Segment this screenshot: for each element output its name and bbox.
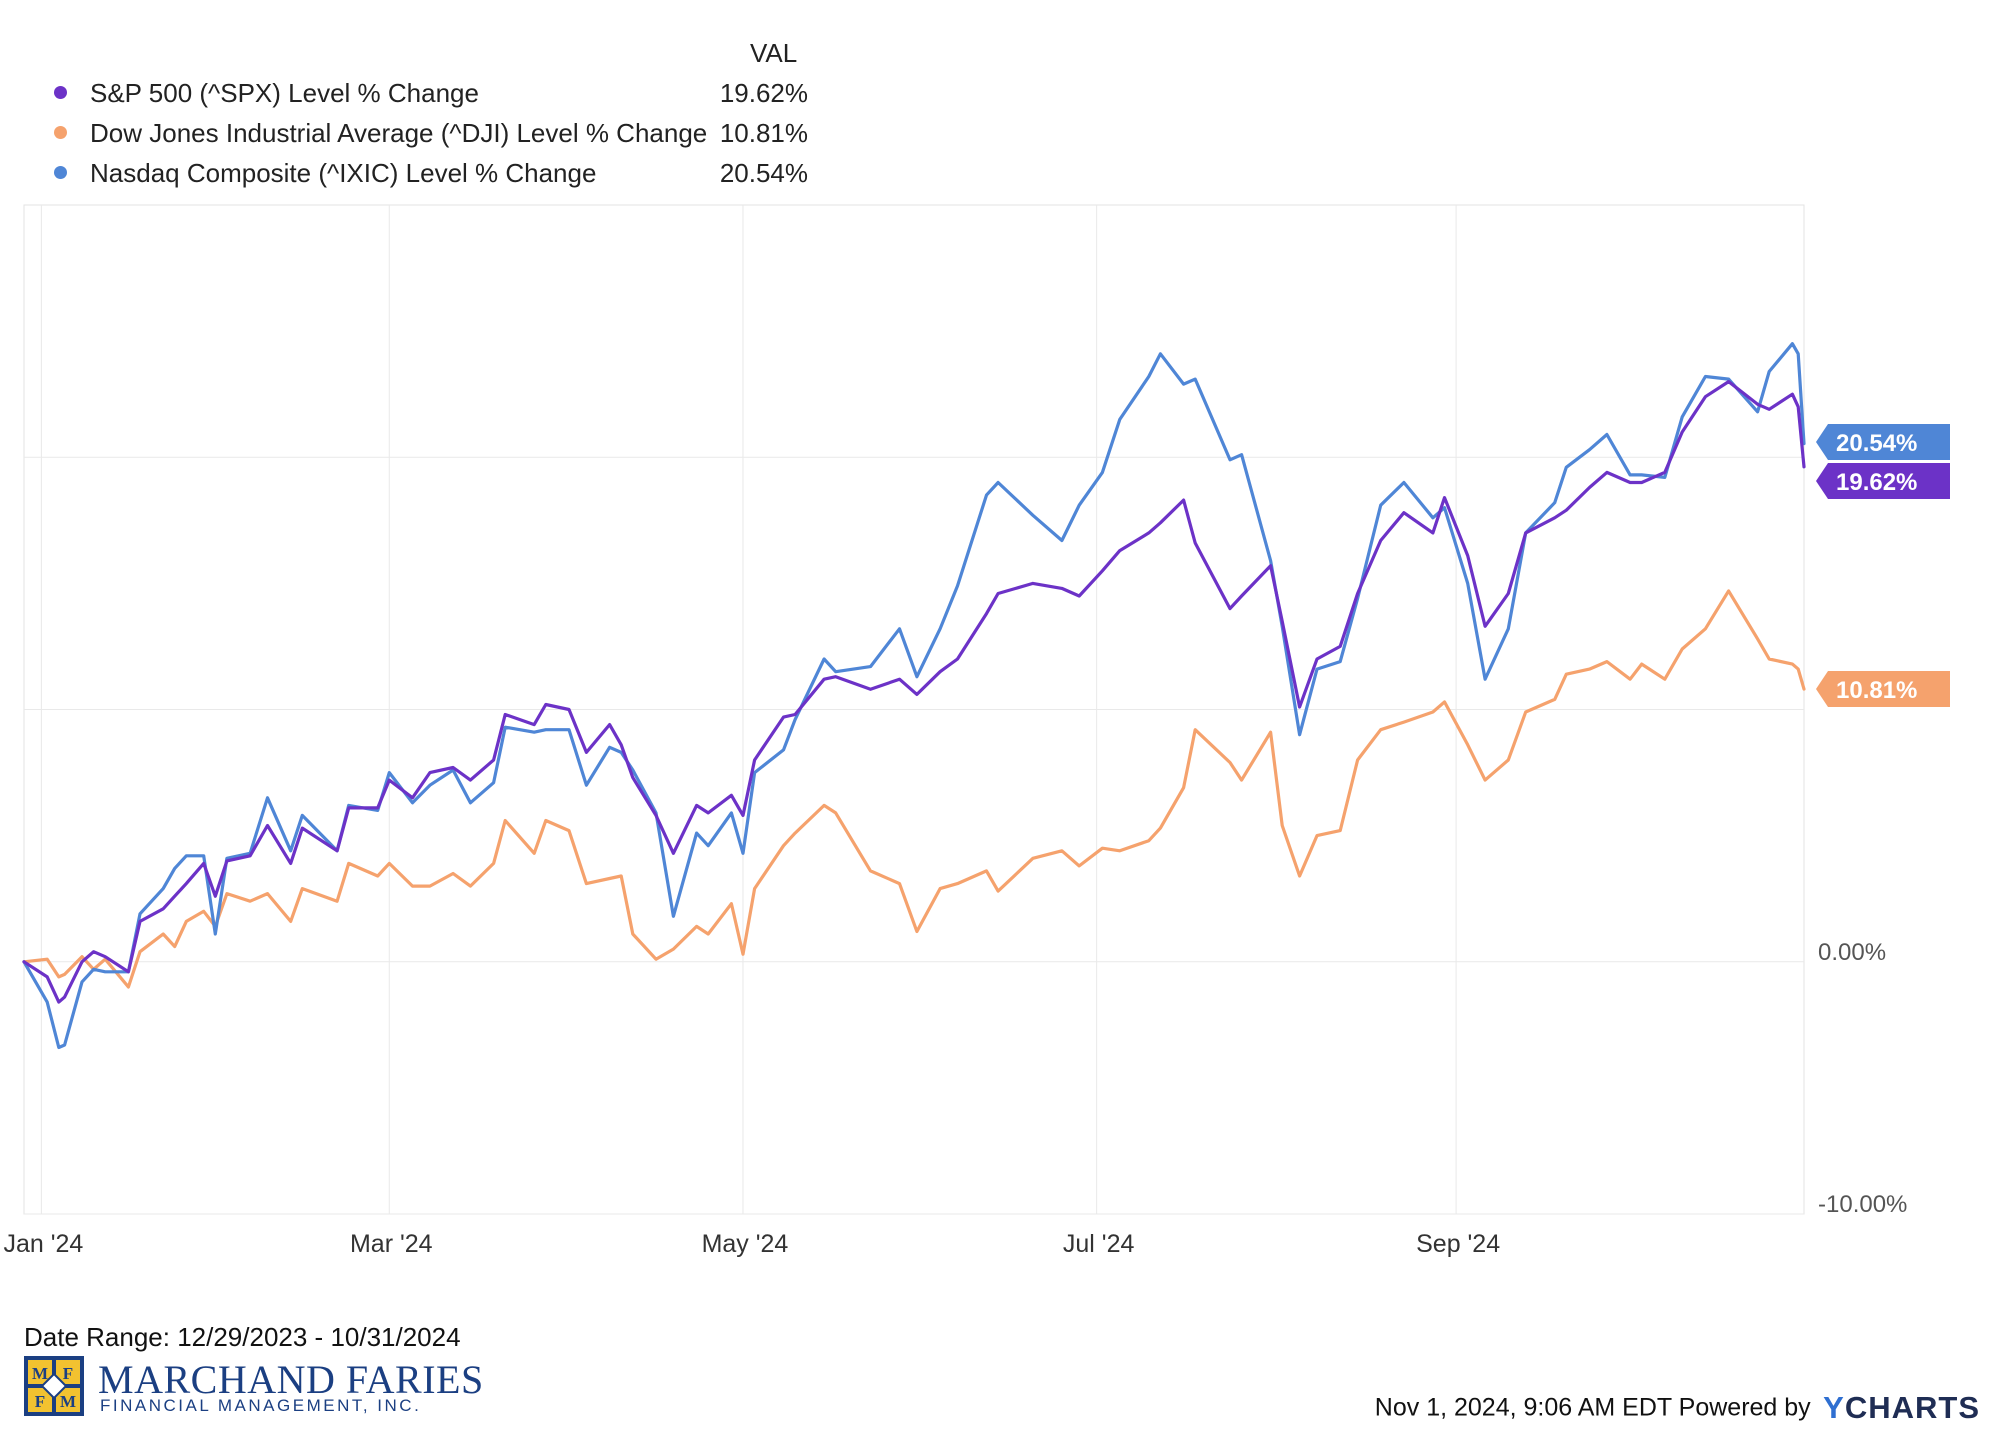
legend-item-label: S&P 500 (^SPX) Level % Change [90,78,479,108]
series-layer [22,342,1806,1050]
date-range-text: Date Range: 12/29/2023 - 10/31/2024 [24,1322,461,1352]
legend-item-value: 20.54% [719,158,808,188]
company-name: MARCHAND FARIES [98,1357,484,1402]
legend-item-label: Dow Jones Industrial Average (^DJI) Leve… [90,118,708,148]
legend-item-label: Nasdaq Composite (^IXIC) Level % Change [90,158,597,188]
x-tick-label: Jul '24 [1063,1230,1135,1258]
legend-value-header: VAL [750,38,798,68]
legend-item-dji[interactable]: Dow Jones Industrial Average (^DJI) Leve… [48,112,808,152]
series-line[interactable] [22,589,1806,989]
logo-letter: F [63,1364,73,1383]
end-labels: 20.54% 19.62% 10.81% [1816,424,1950,707]
end-value-label: 19.62% [1816,463,1950,499]
logo-letter: F [35,1392,45,1411]
ycharts-logo[interactable]: YCHARTS [1823,1390,1980,1425]
logo-letter: M [32,1364,48,1383]
end-label-tag [1816,671,1950,707]
footer-timestamp: Nov 1, 2024, 9:06 AM EDT Powered by YCHA… [1375,1390,1980,1426]
legend-item-spx[interactable]: S&P 500 (^SPX) Level % Change 19.62% [48,72,808,112]
x-tick-label: May '24 [702,1230,789,1258]
company-subtitle: FINANCIAL MANAGEMENT, INC. [100,1396,422,1415]
legend-dot-icon [54,166,67,179]
company-logo-icon: M F F M [24,1356,84,1416]
ycharts-logo-y: Y [1823,1390,1845,1425]
series-line[interactable] [22,342,1806,1050]
end-label-text: 20.54% [1836,430,1917,457]
y-gridlines [24,456,1804,1215]
end-label-tag [1816,424,1950,460]
series-line[interactable] [22,380,1806,1004]
timestamp-text: Nov 1, 2024, 9:06 AM EDT Powered by [1374,1393,1811,1422]
x-axis: Jan '24 Mar '24 May '24 Jul '24 Sep '24 [3,1230,1500,1258]
x-tick-label: Jan '24 [3,1230,83,1258]
company-brand: M F F M MARCHAND FARIES FINANCIAL MANAGE… [24,1356,494,1416]
end-label-text: 10.81% [1836,677,1917,704]
y-tick-label: 0.00% [1818,939,1886,966]
legend-item-ixic[interactable]: Nasdaq Composite (^IXIC) Level % Change … [48,152,808,192]
y-axis: 0.00% -10.00% [1818,939,1907,1218]
y-tick-label: -10.00% [1818,1191,1907,1218]
end-value-label: 20.54% [1816,424,1950,460]
end-label-text: 19.62% [1836,469,1917,496]
legend-item-value: 10.81% [719,118,808,148]
legend-dot-icon [54,126,67,139]
logo-letter: M [60,1392,76,1411]
legend-dot-icon [54,86,67,99]
legend-item-value: 19.62% [719,78,808,108]
end-label-tag [1816,463,1950,499]
ycharts-logo-rest: CHARTS [1844,1390,1980,1425]
end-value-label: 10.81% [1816,671,1950,707]
x-tick-label: Mar '24 [350,1230,433,1258]
x-tick-label: Sep '24 [1416,1230,1500,1258]
